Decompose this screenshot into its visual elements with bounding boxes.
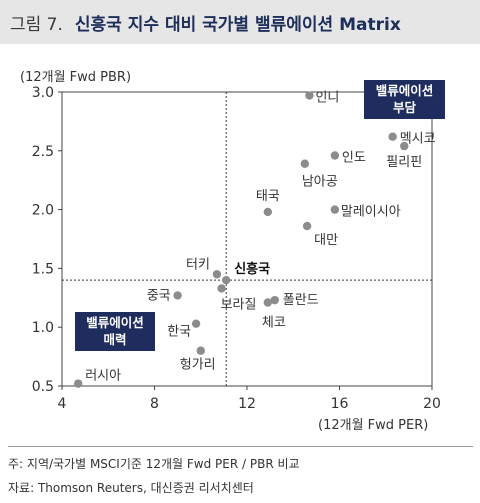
data-point-label: 대만: [314, 233, 338, 248]
y-tick-label: 0.5: [32, 379, 54, 395]
y-tick-label: 2.0: [32, 203, 54, 219]
title-bar: 그림 7. 신흥국 지수 대비 국가별 밸류에이션 Matrix: [0, 0, 480, 44]
data-point-label: 필리핀: [386, 155, 422, 170]
x-tick-label: 12: [238, 396, 256, 412]
x-tick-label: 16: [331, 396, 349, 412]
data-point: [300, 159, 310, 168]
x-tick-label: 8: [150, 396, 159, 412]
valuation-burden-line2: 부담: [392, 100, 416, 115]
x-axis-label: (12개월 Fwd PER): [318, 418, 429, 433]
data-point: [73, 379, 83, 388]
data-point: [330, 205, 340, 214]
data-point-label: 러시아: [85, 369, 121, 384]
valuation-appeal-line1: 밸류에이션: [86, 315, 144, 330]
footnote-note: 주: 지역/국가별 MSCI기준 12개월 Fwd PER / PBR 비교: [8, 457, 300, 471]
data-point: [217, 284, 226, 293]
data-point-label-highlight: 신흥국: [234, 261, 270, 277]
data-point-label: 중국: [147, 288, 171, 303]
data-point: [263, 207, 273, 217]
data-point-label: 인니: [315, 91, 339, 106]
x-tick-label: 20: [423, 396, 441, 412]
y-tick-label: 3.0: [32, 85, 54, 101]
data-point: [191, 319, 201, 328]
data-point: [263, 298, 273, 307]
data-point-label: 태국: [256, 189, 280, 204]
figure-number: 그림 7.: [10, 14, 63, 35]
y-tick-label: 1.0: [32, 320, 54, 336]
valuation-appeal-box: 밸류에이션 매력: [75, 312, 155, 351]
data-point: [196, 346, 205, 355]
data-point-label: 말레이시아: [341, 205, 401, 220]
y-axis-label: (12개월 Fwd PBR): [20, 70, 132, 85]
data-point: [400, 141, 409, 151]
valuation-burden-line1: 밸류에이션: [375, 83, 434, 98]
data-point: [221, 275, 231, 285]
data-point-label: 한국: [167, 325, 191, 340]
data-point-label: 체코: [262, 316, 286, 331]
footnote-divider: [8, 446, 473, 447]
data-point-label: 보라질: [221, 297, 257, 312]
data-point-label: 폴란드: [283, 293, 319, 308]
data-point-label: 남아공: [302, 175, 338, 190]
x-tick-label: 4: [58, 396, 67, 412]
y-tick-label: 2.5: [32, 144, 54, 160]
data-point: [270, 295, 279, 305]
data-point: [330, 151, 340, 160]
footnote-source: 자료: Thomson Reuters, 대신증권 리서치센터: [8, 481, 254, 495]
figure-title: 신흥국 지수 대비 국가별 밸류에이션 Matrix: [74, 14, 401, 35]
y-tick-label: 1.5: [32, 261, 54, 277]
data-point-label: 헝가리: [180, 358, 216, 373]
data-point: [388, 132, 397, 141]
data-point-label: 멕시코: [400, 132, 436, 147]
data-point: [302, 221, 312, 231]
valuation-burden-box: 밸류에이션 부담: [364, 80, 445, 119]
data-point-label: 터키: [186, 257, 210, 272]
data-point: [212, 270, 222, 279]
data-point: [173, 291, 182, 300]
data-point-label: 인도: [342, 151, 366, 166]
data-point: [305, 91, 314, 100]
valuation-appeal-line2: 매력: [103, 332, 127, 347]
